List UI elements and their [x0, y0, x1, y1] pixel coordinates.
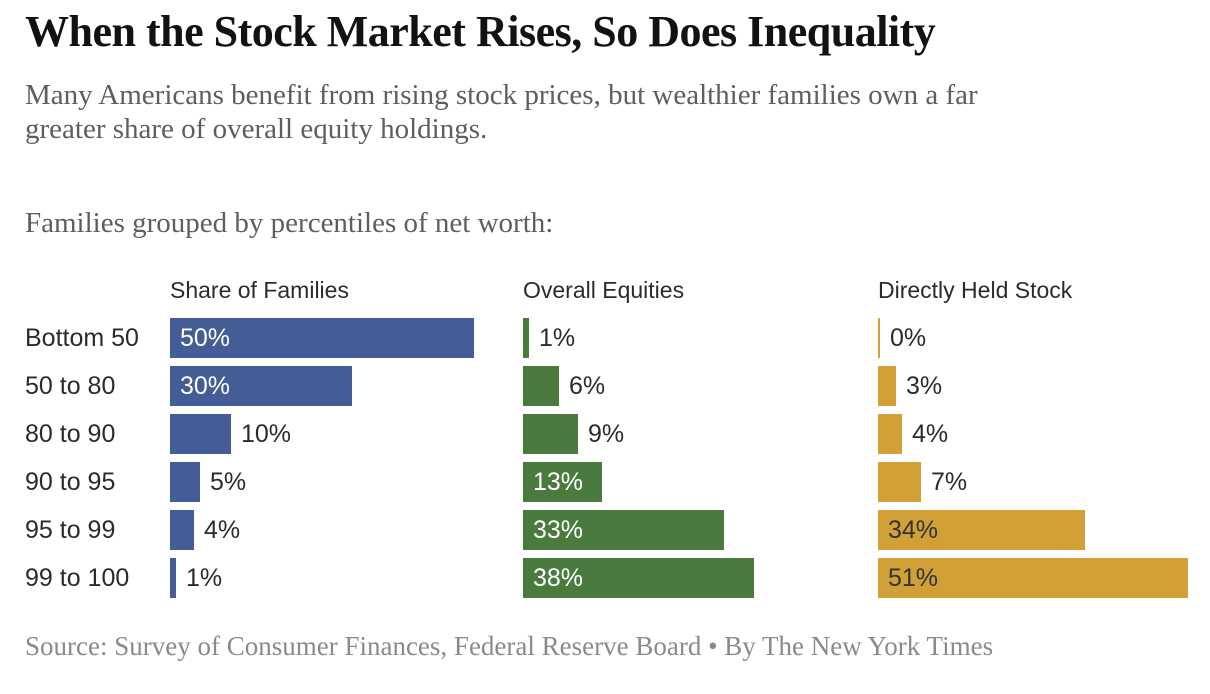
- bar-value-label-share-of-families-90-to-95: 5%: [210, 468, 247, 496]
- bar-value-label-overall-equities-99-to-100: 38%: [533, 564, 584, 592]
- bar-share-of-families-80-to-90: [170, 414, 231, 454]
- bar-overall-equities-80-to-90: [523, 414, 578, 454]
- column-header-share-of-families: Share of Families: [170, 277, 349, 303]
- bar-share-of-families-99-to-100: [170, 558, 176, 598]
- bar-value-label-overall-equities-95-to-99: 33%: [533, 516, 584, 544]
- bar-directly-held-stock-99-to-100: [878, 558, 1188, 598]
- bar-value-label-directly-held-stock-bottom-50: 0%: [890, 324, 927, 352]
- source-line: Source: Survey of Consumer Finances, Fed…: [25, 631, 994, 661]
- bar-overall-equities-99-to-100: [523, 558, 754, 598]
- bar-value-label-directly-held-stock-99-to-100: 51%: [888, 564, 939, 592]
- bar-overall-equities-bottom-50: [523, 318, 529, 358]
- bar-share-of-families-90-to-95: [170, 462, 200, 502]
- bar-value-label-overall-equities-50-to-80: 6%: [569, 372, 606, 400]
- row-label-95-to-99: 95 to 99: [25, 516, 116, 544]
- bar-share-of-families-50-to-80: [170, 366, 352, 406]
- bar-value-label-share-of-families-95-to-99: 4%: [204, 516, 241, 544]
- grouping-note: Families grouped by percentiles of net w…: [25, 207, 554, 239]
- bar-value-label-overall-equities-80-to-90: 9%: [588, 420, 625, 448]
- bar-value-label-directly-held-stock-80-to-90: 4%: [912, 420, 949, 448]
- bar-directly-held-stock-90-to-95: [878, 462, 921, 502]
- bar-overall-equities-50-to-80: [523, 366, 559, 406]
- bar-value-label-directly-held-stock-90-to-95: 7%: [931, 468, 968, 496]
- bar-overall-equities-95-to-99: [523, 510, 724, 550]
- bar-share-of-families-95-to-99: [170, 510, 194, 550]
- bar-directly-held-stock-50-to-80: [878, 366, 896, 406]
- bar-value-label-directly-held-stock-50-to-80: 3%: [906, 372, 943, 400]
- column-header-overall-equities: Overall Equities: [523, 277, 685, 303]
- row-label-99-to-100: 99 to 100: [25, 564, 130, 592]
- bar-directly-held-stock-95-to-99: [878, 510, 1085, 550]
- row-label-50-to-80: 50 to 80: [25, 372, 116, 400]
- bar-value-label-share-of-families-50-to-80: 30%: [180, 372, 231, 400]
- bar-overall-equities-90-to-95: [523, 462, 602, 502]
- bar-value-label-directly-held-stock-95-to-99: 34%: [888, 516, 939, 544]
- chart-title: When the Stock Market Rises, So Does Ine…: [25, 7, 936, 56]
- bar-value-label-share-of-families-99-to-100: 1%: [186, 564, 223, 592]
- bar-value-label-share-of-families-bottom-50: 50%: [180, 324, 231, 352]
- row-label-80-to-90: 80 to 90: [25, 420, 116, 448]
- chart-subtitle: Many Americans benefit from rising stock…: [25, 79, 978, 145]
- bar-share-of-families-bottom-50: [170, 318, 474, 358]
- bar-directly-held-stock-bottom-50: [878, 318, 880, 358]
- bar-value-label-overall-equities-90-to-95: 13%: [533, 468, 584, 496]
- bar-value-label-share-of-families-80-to-90: 10%: [241, 420, 292, 448]
- column-header-directly-held-stock: Directly Held Stock: [878, 277, 1073, 303]
- row-label-bottom-50: Bottom 50: [25, 324, 139, 352]
- row-label-90-to-95: 90 to 95: [25, 468, 116, 496]
- bar-value-label-overall-equities-bottom-50: 1%: [539, 324, 576, 352]
- bar-directly-held-stock-80-to-90: [878, 414, 902, 454]
